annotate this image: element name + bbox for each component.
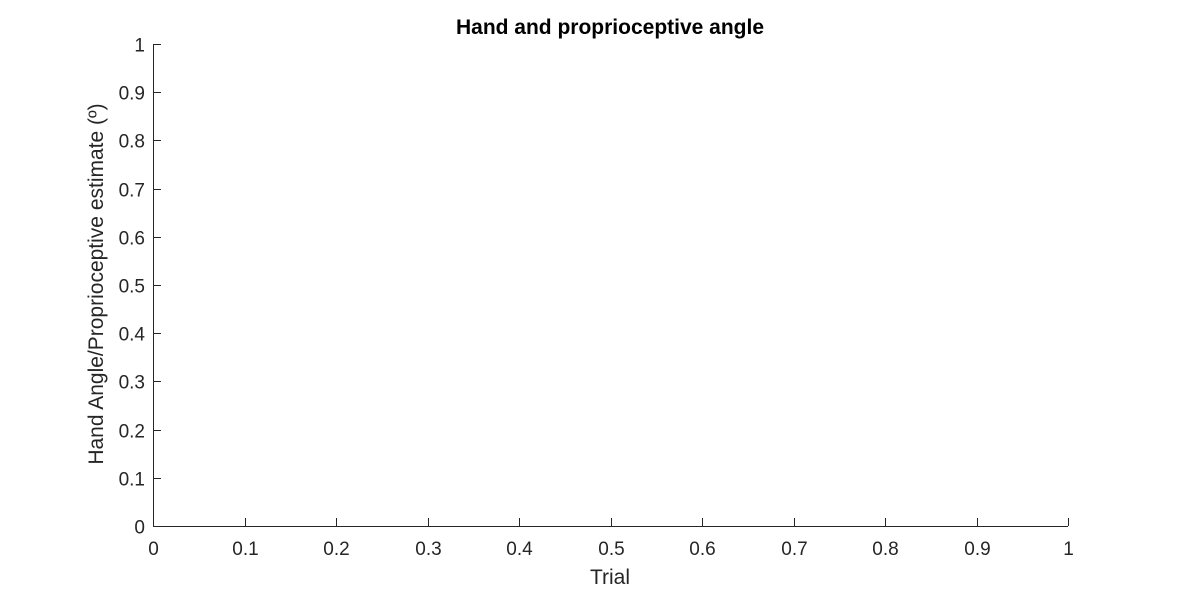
chart-title: Hand and proprioceptive angle	[456, 16, 764, 39]
y-tick-label: 0.6	[119, 229, 145, 250]
y-tick-label: 0.2	[119, 422, 145, 443]
y-tick-label: 0.5	[119, 277, 145, 298]
y-tick-label: 0.1	[119, 470, 145, 491]
x-tick-label: 0.4	[506, 539, 533, 560]
x-tick-label: 0.2	[323, 539, 349, 560]
y-tick-label: 1	[134, 36, 145, 57]
y-tick-label: 0.7	[119, 181, 145, 202]
x-tick-label: 0.6	[689, 539, 715, 560]
y-tick-label: 0.8	[119, 132, 145, 153]
x-tick-label: 0.9	[964, 539, 990, 560]
y-tick-label: 0	[134, 518, 145, 539]
x-tick-label: 0.5	[598, 539, 624, 560]
x-tick-label: 0.7	[781, 539, 807, 560]
plot-axes: 0 0.1 0.2 0.3 0.4 0.5 0.6 0.7 0.8 0.9 1 0 0.1 0.2 0.3 0…	[119, 36, 1074, 561]
x-axis-title: Trial	[590, 566, 630, 589]
y-axis-title: Hand Angle/Proprioceptive estimate (º)	[85, 103, 108, 464]
x-tick-label: 0.3	[415, 539, 441, 560]
y-tick-label: 0.4	[119, 325, 146, 346]
x-tick-label: 1	[1063, 539, 1074, 560]
x-tick-label: 0.8	[872, 539, 898, 560]
y-tick-label: 0.9	[119, 84, 145, 105]
x-tick-label: 0	[148, 539, 159, 560]
x-tick-label: 0.1	[232, 539, 258, 560]
y-tick-label: 0.3	[119, 373, 145, 394]
